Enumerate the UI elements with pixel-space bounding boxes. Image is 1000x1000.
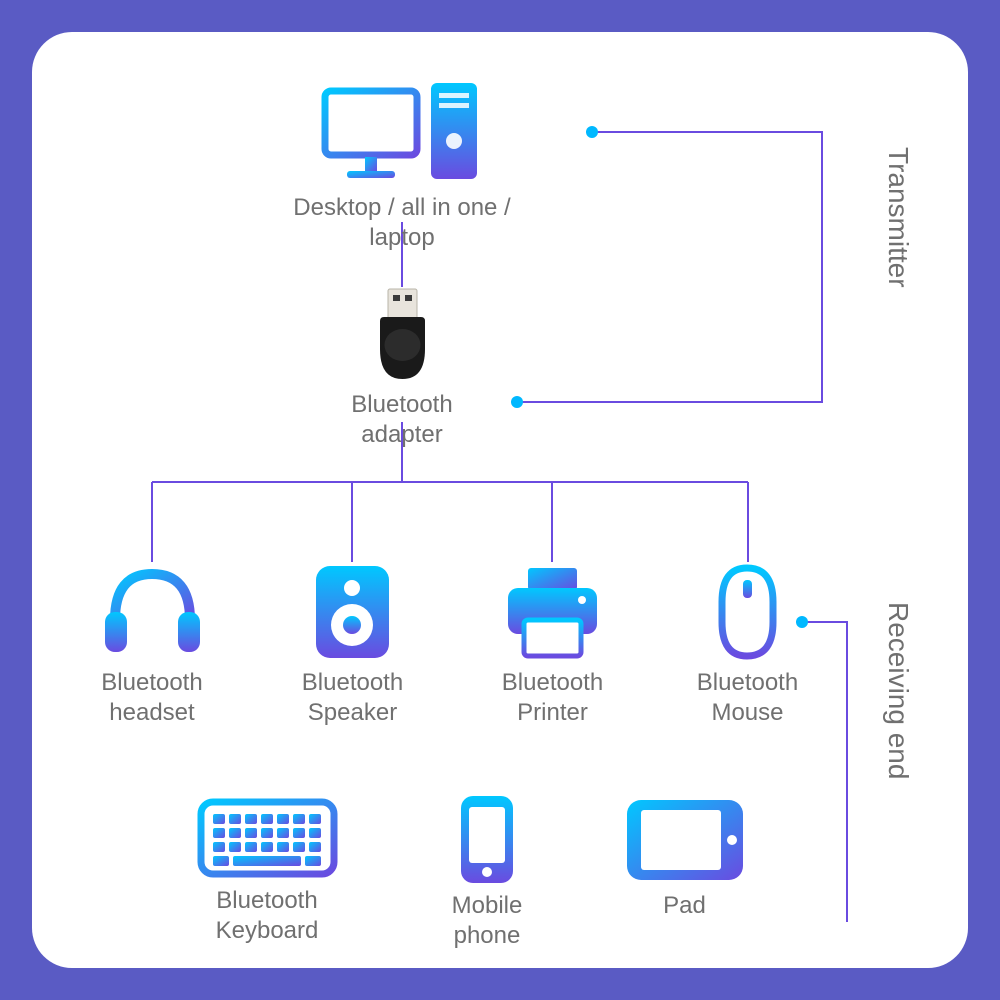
node-mouse: BluetoothMouse [690, 562, 805, 728]
mouse-label: BluetoothMouse [697, 668, 798, 728]
pad-label: Pad [663, 891, 706, 921]
node-speaker: BluetoothSpeaker [290, 562, 415, 728]
adapter-label: Bluetooth adapter [312, 390, 492, 450]
node-computer: Desktop / all in one / laptop [272, 77, 532, 253]
keyboard-icon [195, 792, 340, 882]
computer-label: Desktop / all in one / laptop [272, 193, 532, 253]
keyboard-label: BluetoothKeyboard [216, 886, 319, 946]
speaker-icon [310, 562, 395, 662]
headset-icon [95, 562, 210, 662]
receiving-label: Receiving end [882, 602, 914, 779]
printer-icon [500, 562, 605, 662]
speaker-label: BluetoothSpeaker [302, 668, 403, 728]
transmitter-label: Transmitter [882, 147, 914, 288]
computer-icon [317, 77, 487, 187]
pad-icon [621, 792, 749, 887]
node-pad: Pad [612, 792, 757, 921]
printer-label: BluetoothPrinter [502, 668, 603, 728]
usb-adapter-icon [370, 287, 435, 382]
mouse-icon [710, 562, 785, 662]
node-adapter: Bluetooth adapter [312, 287, 492, 450]
node-phone: Mobilephone [427, 792, 547, 951]
phone-icon [453, 792, 521, 887]
node-printer: BluetoothPrinter [490, 562, 615, 728]
node-headset: Bluetoothheadset [87, 562, 217, 728]
node-keyboard: BluetoothKeyboard [187, 792, 347, 946]
diagram-card: Desktop / all in one / laptop Bluetooth … [32, 32, 968, 968]
headset-label: Bluetoothheadset [101, 668, 202, 728]
phone-label: Mobilephone [452, 891, 523, 951]
